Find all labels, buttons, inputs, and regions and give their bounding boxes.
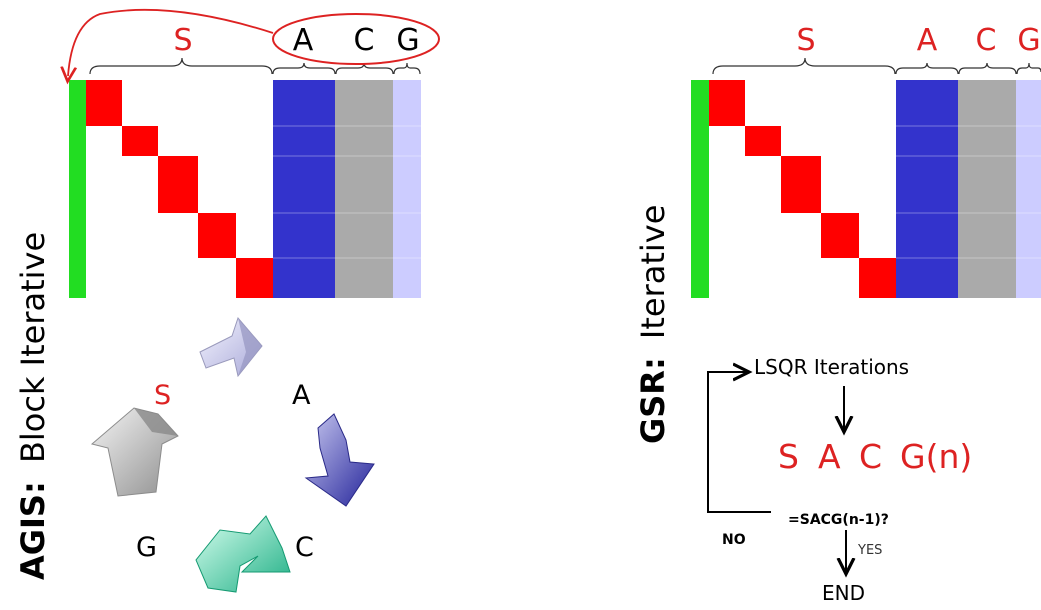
sacg-label: S A C G(n): [778, 437, 972, 476]
gsr-label-c: C: [976, 23, 997, 58]
agis-label-g: G: [396, 23, 419, 58]
gsr-label-g: G: [1017, 23, 1040, 58]
yes-label: YES: [857, 543, 882, 558]
diag-block-4: [198, 213, 236, 258]
curved-arrow-icon-left: [90, 407, 179, 497]
gsr-label-s: S: [796, 23, 815, 58]
right-panel: GSR: Iterative: [634, 23, 1041, 605]
cycle-diagram: S A C G: [90, 317, 375, 593]
curved-arrow-icon-right: [304, 413, 375, 507]
svg-text:S: S: [778, 437, 799, 476]
no-label: NO: [722, 532, 746, 548]
agis-matrix: [69, 80, 421, 298]
curved-arrow-icon-bottom: [195, 515, 291, 593]
gsr-label-a: A: [917, 23, 938, 58]
gsr-title: GSR: Iterative: [634, 205, 672, 444]
g-column: [393, 80, 421, 298]
cycle-label-c: C: [295, 532, 314, 563]
a-column: [896, 80, 958, 298]
end-label: END: [822, 581, 865, 605]
agis-title: AGIS: Block Iterative: [14, 232, 52, 580]
cycle-label-g: G: [136, 532, 157, 563]
condition-label: =SACG(n-1)?: [788, 512, 889, 528]
green-column: [691, 80, 709, 298]
gsr-flowchart: LSQR Iterations S A C G(n) =SACG(n-1)? N…: [707, 355, 972, 605]
diag-block-3: [158, 156, 198, 213]
green-column: [69, 80, 86, 298]
agis-label-s: S: [173, 23, 192, 58]
diag-block-1: [709, 80, 745, 126]
g-column: [1016, 80, 1041, 298]
diag-block-3: [781, 156, 821, 213]
svg-text:A: A: [818, 437, 841, 476]
feedback-arrow: [68, 8, 274, 76]
cycle-label-a: A: [292, 380, 311, 411]
loop-arrow: [707, 372, 771, 513]
c-column: [958, 80, 1016, 298]
svg-text:G(n): G(n): [900, 437, 972, 476]
gsr-braces: [712, 57, 1041, 75]
diag-block-4: [821, 213, 859, 258]
diag-block-5: [859, 258, 896, 298]
left-panel: AGIS: Block Iterative: [14, 8, 440, 593]
lsqr-iterations-label: LSQR Iterations: [754, 355, 909, 379]
c-column: [335, 80, 393, 298]
cycle-label-s: S: [154, 380, 171, 411]
agis-braces: [89, 57, 421, 75]
acg-ellipse: [272, 13, 440, 65]
a-column: [273, 80, 335, 298]
diag-block-2: [745, 126, 781, 156]
agis-label-a: A: [293, 23, 314, 58]
gsr-matrix: [691, 80, 1041, 298]
curved-arrow-icon-top: [199, 317, 263, 378]
diag-block-5: [236, 258, 273, 298]
agis-label-c: C: [354, 23, 375, 58]
diag-block-2: [122, 126, 158, 156]
diag-block-1: [86, 80, 122, 126]
svg-text:C: C: [859, 437, 882, 476]
